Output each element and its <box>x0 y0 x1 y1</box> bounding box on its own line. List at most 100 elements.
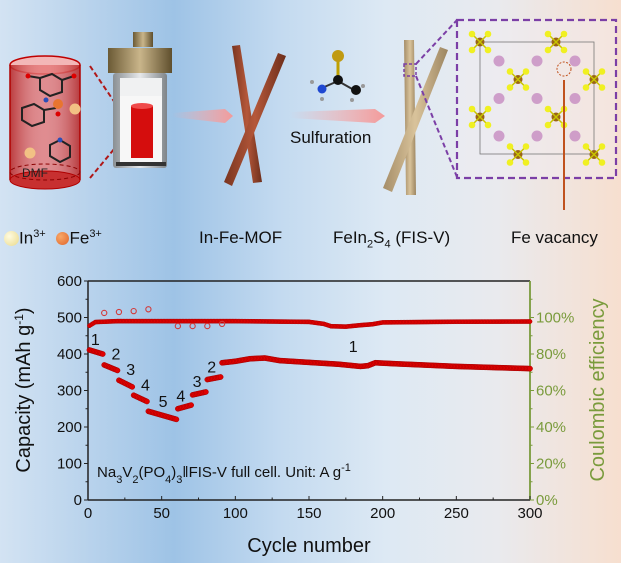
rate-label: 2 <box>207 359 216 376</box>
s-atom <box>598 84 606 91</box>
x-tick-label: 300 <box>517 505 542 522</box>
s-atom <box>522 159 530 166</box>
arrow-icon <box>290 109 385 123</box>
y-tick-label: 100 <box>57 456 82 473</box>
in-atom <box>493 93 505 104</box>
s-atom <box>598 159 606 166</box>
thioacetamide-molecule-icon <box>310 50 365 102</box>
s-atom <box>506 143 514 150</box>
y2-tick-label: 0% <box>536 492 558 509</box>
in-atom <box>531 130 543 142</box>
s-atom <box>544 30 552 38</box>
y2-axis-title: Coulombic efficiency <box>587 298 609 481</box>
s-atom <box>544 121 552 129</box>
capacity-point <box>203 389 209 395</box>
s-atom <box>582 84 590 91</box>
vacancy-label: Fe vacancy <box>511 228 598 247</box>
rate-label: 1 <box>91 332 100 349</box>
capacity-point <box>114 367 121 374</box>
capacity-point <box>173 416 180 423</box>
ce-outlier-point <box>115 308 123 316</box>
capacity-point <box>99 351 106 357</box>
mof-rods-icon <box>224 45 286 186</box>
in-atom <box>493 55 505 67</box>
legend: In3+ Fe3+ <box>4 228 102 249</box>
x-axis-title: Cycle number <box>247 535 371 557</box>
vacancy-marker-icon <box>556 61 572 77</box>
product-label: FeIn2S4 (FIS-V) <box>333 228 451 251</box>
in-atom <box>569 55 581 67</box>
in-atom <box>569 130 581 142</box>
rate-label: 2 <box>112 346 121 363</box>
in-ion-icon <box>4 230 19 246</box>
fisv-rods-icon <box>383 40 448 195</box>
s-atom <box>522 143 530 150</box>
ce-outlier-point <box>174 322 182 330</box>
capacity-point <box>527 365 533 372</box>
y2-tick-label: 40% <box>536 419 566 436</box>
s-atom <box>582 143 590 150</box>
ce-outlier-point <box>130 307 137 315</box>
x-tick-label: 100 <box>223 505 248 522</box>
y2-tick-label: 60% <box>536 383 566 400</box>
zoom-line <box>415 19 458 65</box>
synthesis-schematic: DMF <box>9 18 618 210</box>
s-atom <box>598 68 606 75</box>
rate-label: 5 <box>159 394 168 411</box>
chart-annotation: Na3V2(PO4)3‖FIS-V full cell. Unit: A g-1 <box>97 462 351 486</box>
s-atom <box>468 46 476 54</box>
mof-label: In-Fe-MOF <box>199 228 283 247</box>
s-atom <box>484 121 492 129</box>
capacity-point <box>217 374 224 380</box>
y2-tick-label: 80% <box>536 346 566 363</box>
ce-outlier-point <box>189 322 196 330</box>
y-tick-label: 600 <box>57 273 82 290</box>
rate-label: 3 <box>126 362 135 379</box>
x-tick-label: 250 <box>444 505 469 522</box>
s-atom <box>582 159 590 166</box>
capacity-series <box>86 347 533 423</box>
s-atom <box>506 68 514 75</box>
s-atom <box>560 30 568 38</box>
s-atom <box>544 46 552 54</box>
rate-label: 4 <box>141 378 150 395</box>
fe-ion-icon <box>56 231 70 245</box>
s-atom <box>544 105 552 113</box>
y-tick-label: 400 <box>57 346 82 363</box>
ce-point <box>527 319 533 324</box>
s-atom <box>560 46 568 54</box>
ce-outlier-point <box>204 322 211 330</box>
in-atom <box>569 93 581 104</box>
x-tick-label: 150 <box>296 505 321 522</box>
s-atom <box>468 105 476 113</box>
ce-outlier-point <box>145 306 152 313</box>
y2-tick-label: 100% <box>536 310 574 327</box>
s-atom <box>598 143 606 150</box>
y-axis-title: Capacity (mAh g-1) <box>12 307 35 472</box>
s-atom <box>582 68 590 75</box>
rate-label: 3 <box>193 374 202 391</box>
s-atom <box>522 68 530 75</box>
rate-label: 4 <box>176 388 185 405</box>
ce-outlier-point <box>101 309 108 317</box>
s-atom <box>468 30 476 38</box>
s-atom <box>484 105 492 113</box>
in-ion-icon <box>24 147 36 159</box>
y-tick-label: 500 <box>57 310 82 327</box>
s-atom <box>522 84 530 91</box>
arrow-icon <box>172 109 233 123</box>
capacity-point <box>129 384 136 390</box>
in-atom <box>493 130 505 142</box>
x-tick-label: 50 <box>153 505 170 522</box>
atoms <box>24 73 81 159</box>
x-tick-label: 0 <box>84 505 92 522</box>
y2-tick-label: 20% <box>536 456 566 473</box>
ce-series <box>87 306 533 330</box>
s-atom <box>468 121 476 129</box>
s-atom <box>506 84 514 91</box>
autoclave-reactor-icon <box>108 32 172 168</box>
s-atom <box>506 159 514 166</box>
y-tick-label: 0 <box>74 492 82 509</box>
y-tick-label: 200 <box>57 419 82 436</box>
